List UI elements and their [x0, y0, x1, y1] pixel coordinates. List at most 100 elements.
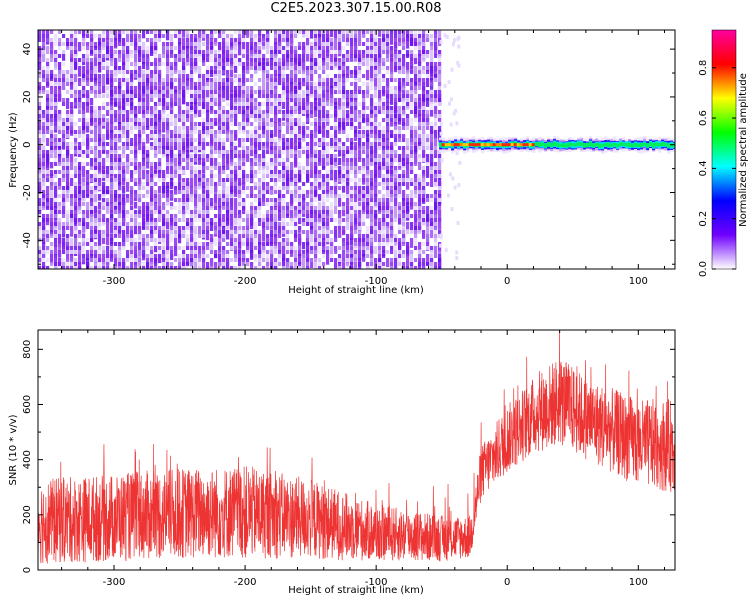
- heatmap-cell: [50, 190, 54, 194]
- heatmap-cell: [314, 238, 318, 242]
- heatmap-cell: [62, 78, 66, 82]
- heatmap-cell: [190, 198, 194, 202]
- heatmap-cell: [38, 146, 42, 150]
- heatmap-cell: [254, 246, 258, 250]
- heatmap-cell: [254, 238, 258, 242]
- heatmap-cell: [202, 90, 206, 98]
- heatmap-cell: [130, 266, 134, 269]
- heatmap-cell: [286, 210, 290, 214]
- heatmap-cell: [330, 114, 334, 118]
- heatmap-cell: [422, 122, 426, 126]
- heatmap-cell: [38, 70, 42, 74]
- heatmap-cell: [294, 254, 298, 258]
- heatmap-cell: [82, 58, 86, 62]
- heatmap-cell: [258, 122, 262, 126]
- heatmap-cell: [298, 122, 302, 126]
- heatmap-cell: [410, 142, 414, 146]
- heatmap-cell: [54, 202, 58, 209]
- heatmap-cell: [198, 98, 202, 102]
- heatmap-cell: [190, 146, 194, 150]
- heatmap-cell: [318, 98, 322, 102]
- heatmap-cell: [398, 262, 402, 266]
- heatmap-cell: [342, 82, 346, 86]
- heatmap-cell: [218, 110, 222, 114]
- heatmap-cell: [426, 146, 430, 150]
- heatmap-cell: [162, 210, 166, 214]
- heatmap-cell: [134, 246, 138, 250]
- heatmap-cell: [254, 198, 258, 202]
- heatmap-cell: [174, 218, 178, 222]
- heatmap-cell: [354, 246, 358, 250]
- heatmap-cell: [378, 218, 382, 222]
- heatmap-cell: [270, 54, 274, 58]
- heatmap-cell: [142, 242, 146, 246]
- heatmap-cell: [166, 30, 170, 34]
- heatmap-cell: [82, 162, 86, 166]
- heatmap-cell: [126, 258, 130, 262]
- heatmap-cell: [242, 186, 246, 190]
- heatmap-cell: [290, 38, 294, 42]
- heatmap-cell: [90, 218, 94, 222]
- heatmap-cell: [106, 38, 110, 42]
- heatmap-cell: [374, 230, 378, 234]
- heatmap-cell: [434, 210, 438, 214]
- heatmap-cell: [378, 66, 382, 70]
- heatmap-cell: [146, 162, 150, 169]
- heatmap-cell: [410, 38, 414, 46]
- heatmap-cell: [138, 234, 142, 238]
- heatmap-cell: [422, 242, 426, 246]
- heatmap-cell: [150, 74, 154, 78]
- heatmap-cell: [166, 74, 170, 78]
- heatmap-cell: [438, 186, 442, 190]
- heatmap-cell: [46, 174, 50, 178]
- heatmap-cell: [130, 126, 134, 130]
- heatmap-cell: [74, 62, 78, 70]
- heatmap-cell: [86, 146, 90, 150]
- heatmap-cell: [346, 74, 350, 78]
- heatmap-cell: [294, 94, 298, 98]
- heatmap-cell: [318, 34, 322, 38]
- heatmap-cell: [330, 186, 334, 190]
- heatmap-cell: [226, 38, 230, 42]
- heatmap-cell: [330, 238, 334, 242]
- heatmap-cell: [350, 206, 354, 210]
- heatmap-cell: [74, 210, 78, 214]
- heatmap-cell: [402, 38, 406, 45]
- heatmap-cell: [306, 70, 310, 74]
- heatmap-cell: [186, 74, 190, 81]
- heatmap-cell: [178, 218, 182, 222]
- heatmap-cell: [362, 162, 366, 166]
- heatmap-cell: [422, 86, 426, 90]
- heatmap-cell: [222, 230, 226, 238]
- heatmap-cell: [62, 82, 66, 86]
- heatmap-cell: [270, 202, 274, 206]
- heatmap-cell: [230, 122, 234, 126]
- heatmap-cell: [218, 226, 222, 230]
- heatmap-cell: [162, 206, 166, 210]
- heatmap-cell: [190, 54, 194, 58]
- heatmap-cell: [306, 206, 310, 210]
- heatmap-cell: [314, 242, 318, 246]
- heatmap-cell: [162, 222, 166, 226]
- heatmap-cell: [294, 250, 298, 254]
- heatmap-cell: [426, 162, 430, 166]
- heatmap-cell: [318, 186, 322, 190]
- heatmap-cell: [270, 130, 274, 138]
- heatmap-cell: [430, 162, 434, 166]
- heatmap-cell: [142, 194, 146, 198]
- heatmap-cell: [62, 266, 66, 269]
- heatmap-cell: [306, 222, 310, 226]
- heatmap-cell: [366, 118, 370, 122]
- heatmap-cell: [106, 54, 110, 58]
- heatmap-cell: [246, 146, 250, 150]
- heatmap-cell: [230, 62, 234, 69]
- heatmap-cell: [390, 230, 394, 234]
- heatmap-cell: [150, 262, 154, 266]
- heatmap-cell: [378, 46, 382, 58]
- heatmap-cell: [66, 218, 70, 222]
- heatmap-cell: [106, 230, 110, 237]
- heatmap-cell: [398, 246, 402, 250]
- heatmap-cell: [74, 174, 78, 178]
- heatmap-cell: [62, 158, 66, 162]
